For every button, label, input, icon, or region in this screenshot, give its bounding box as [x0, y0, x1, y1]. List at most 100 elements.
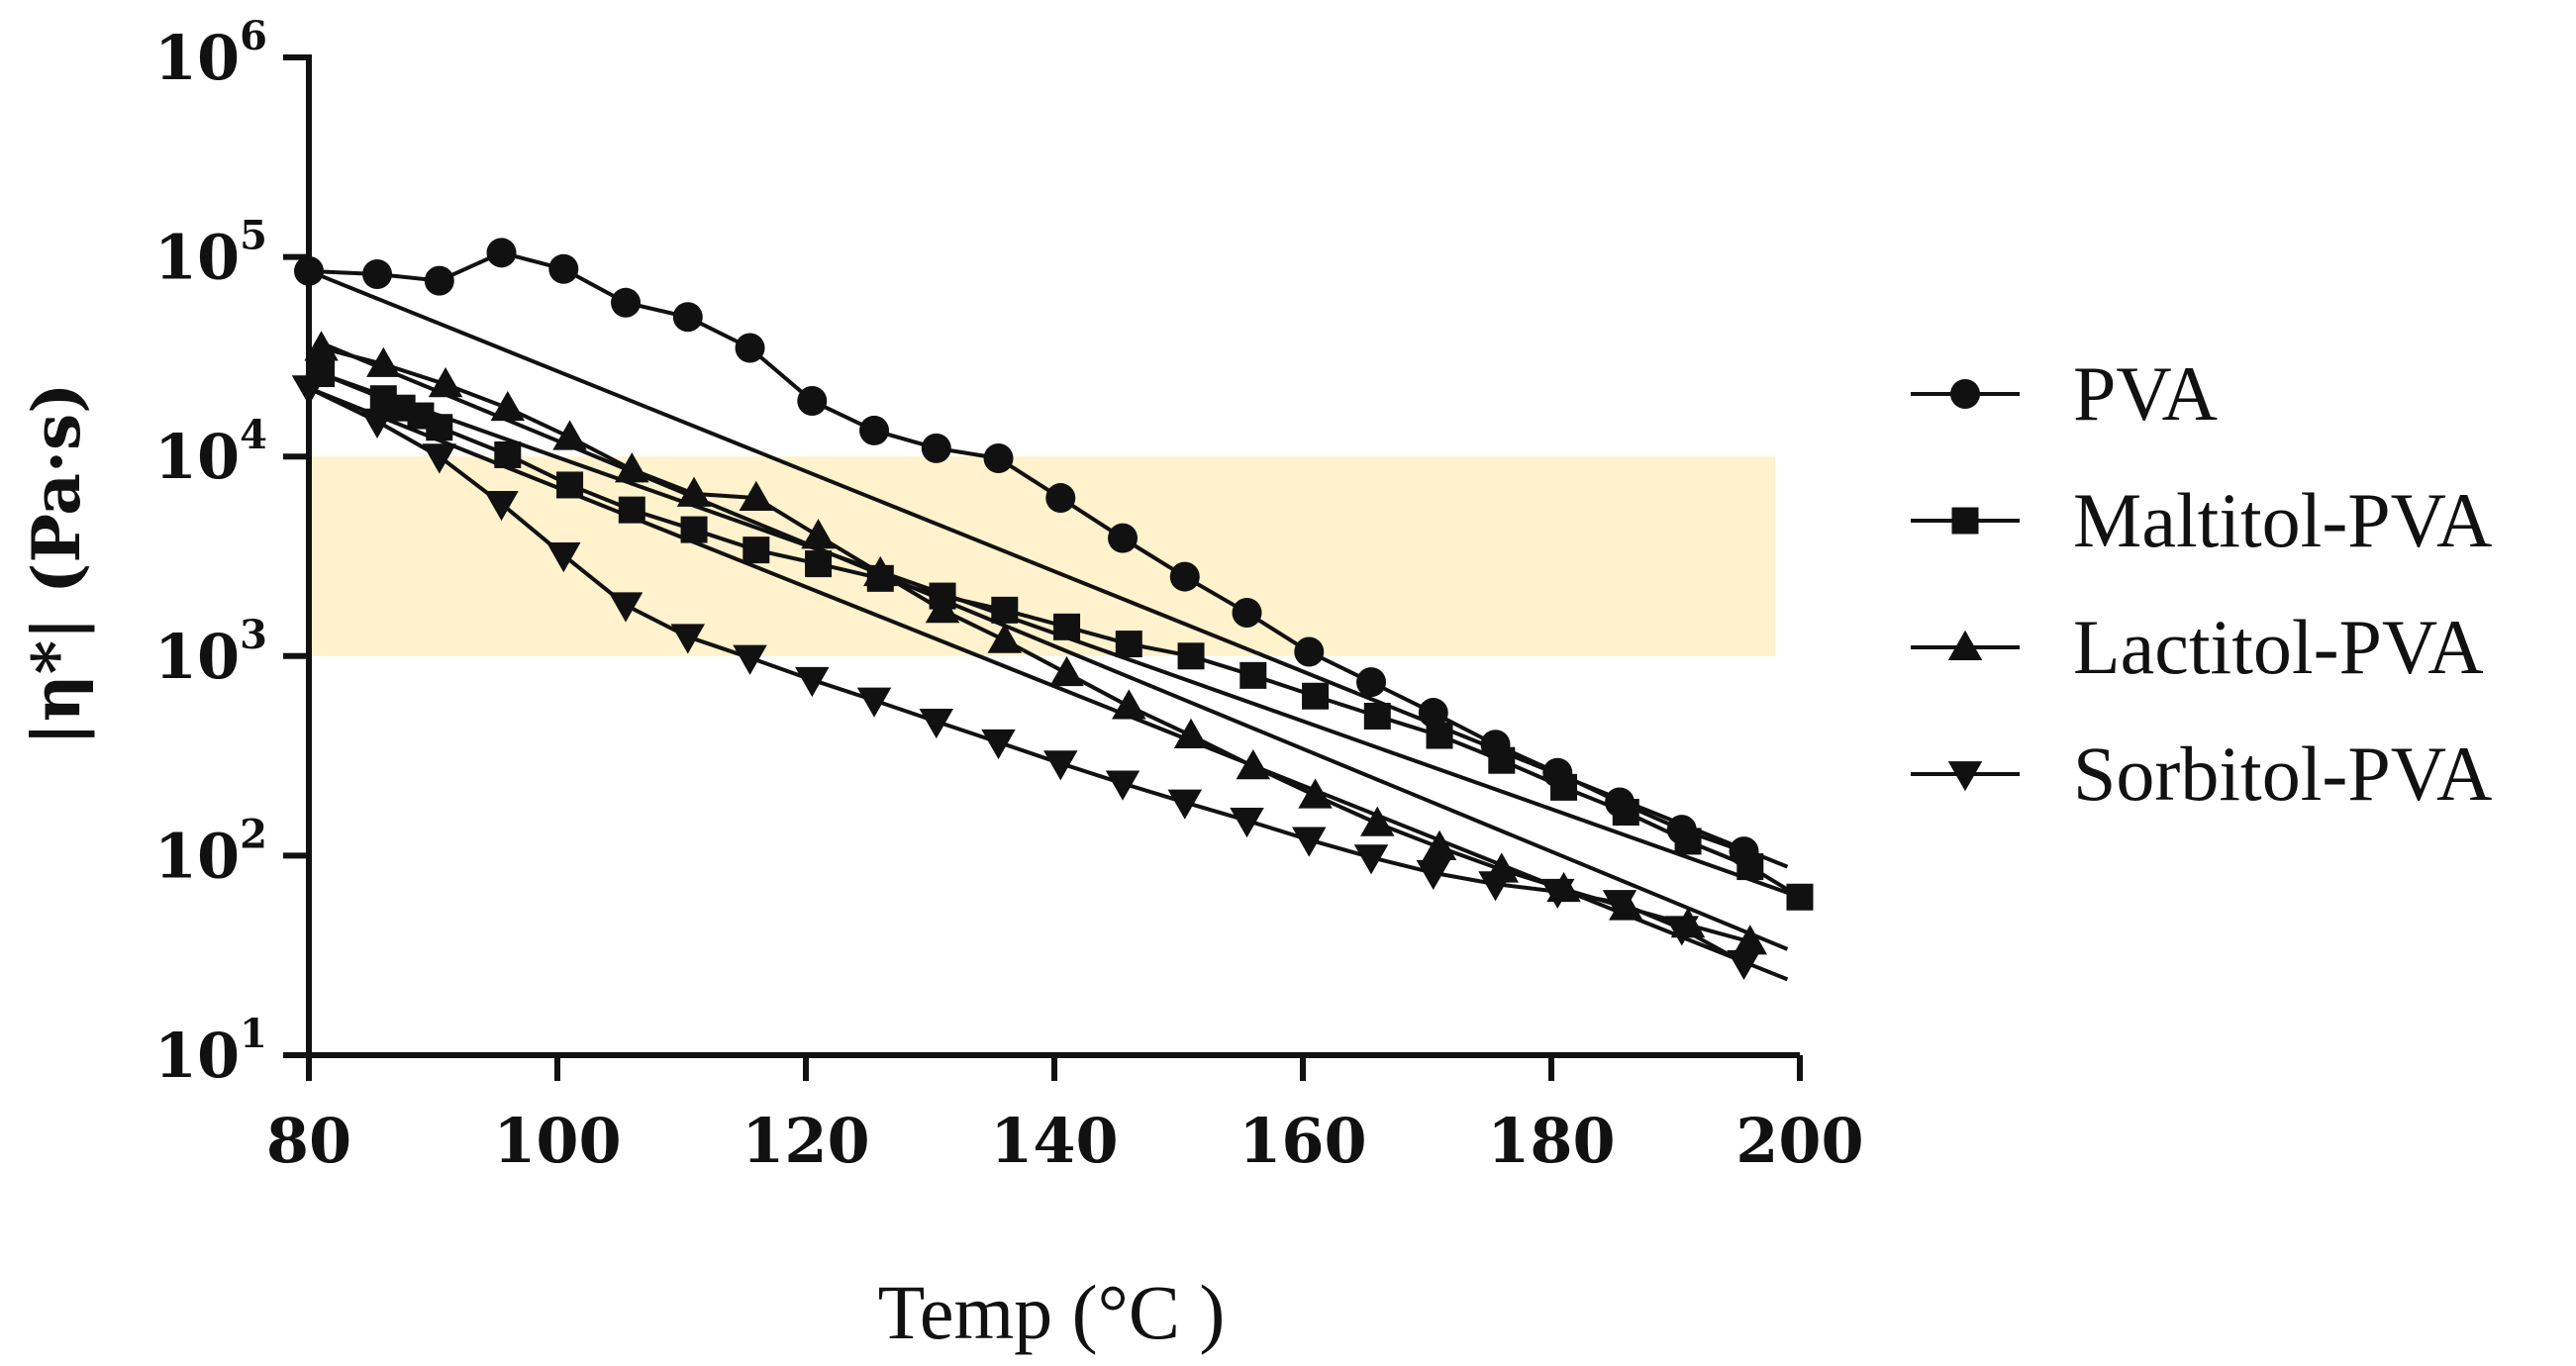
data-point-maltitol-pva — [1239, 661, 1267, 689]
legend-label-sorbitol-pva: Sorbitol-PVA — [2073, 731, 2492, 817]
data-point-pva — [1108, 523, 1139, 553]
data-point-lactitol-pva — [801, 519, 836, 549]
data-point-sorbitol-pva — [484, 490, 519, 522]
legend-label-maltitol-pva: Maltitol-PVA — [2073, 477, 2492, 563]
x-tick-label: 160 — [1238, 1105, 1366, 1177]
data-point-maltitol-pva — [1115, 631, 1142, 658]
data-point-lactitol-pva — [1733, 925, 1768, 955]
data-point-sorbitol-pva — [1664, 916, 1700, 946]
data-point-sorbitol-pva — [981, 729, 1016, 760]
data-point-lactitol-pva — [615, 452, 649, 483]
x-tick-label: 200 — [1735, 1105, 1863, 1177]
data-point-maltitol-pva — [1302, 682, 1330, 710]
data-point-sorbitol-pva — [1602, 890, 1637, 921]
data-point-lactitol-pva — [490, 390, 526, 422]
legend: PVA Maltitol-PVA Lactitol-PVA Sorbitol-PVA — [1911, 350, 2492, 817]
y-tick-group: 101 102 103 104 105 106 — [154, 13, 309, 1092]
x-tick-label: 180 — [1487, 1105, 1615, 1177]
data-point-sorbitol-pva — [1105, 770, 1140, 801]
data-point-sorbitol-pva — [1043, 750, 1078, 781]
data-point-sorbitol-pva — [670, 624, 706, 654]
data-point-maltitol-pva — [991, 596, 1019, 624]
data-point-pva — [362, 258, 393, 289]
data-point-maltitol-pva — [1612, 799, 1639, 827]
data-point-maltitol-pva — [743, 537, 770, 564]
data-point-sorbitol-pva — [1416, 859, 1451, 891]
data-point-lactitol-pva — [552, 420, 587, 450]
data-point-pva — [983, 442, 1014, 473]
y-tick-label: 101 — [154, 1011, 267, 1092]
data-point-pva — [611, 287, 642, 318]
fit-line-sorbitol-pva — [308, 386, 1789, 982]
data-point-lactitol-pva — [1298, 778, 1333, 809]
data-point-sorbitol-pva — [1353, 844, 1389, 875]
legend-item-maltitol-pva: Maltitol-PVA — [1911, 477, 2492, 563]
legend-marker-pva — [1950, 379, 1980, 409]
data-point-maltitol-pva — [1488, 746, 1516, 774]
legend-marker-maltitol-pva — [1951, 507, 1979, 535]
data-point-maltitol-pva — [1053, 613, 1081, 640]
data-point-lactitol-pva — [987, 623, 1023, 653]
target-viscosity-band-layer — [309, 456, 1775, 656]
legend-item-sorbitol-pva: Sorbitol-PVA — [1911, 731, 2492, 817]
data-point-lactitol-pva — [925, 593, 960, 624]
series-sorbitol-pva — [291, 375, 1789, 982]
data-point-pva — [672, 302, 703, 333]
data-point-lactitol-pva — [1360, 806, 1395, 836]
data-point-pva — [548, 253, 579, 284]
data-point-pva — [859, 415, 890, 445]
x-tick-group: 80 100 120 140 160 180 200 — [266, 1055, 1864, 1177]
x-tick-label: 100 — [493, 1105, 621, 1177]
data-point-lactitol-pva — [1173, 718, 1209, 748]
data-point-pva — [921, 433, 951, 463]
data-point-maltitol-pva — [1550, 773, 1578, 801]
data-point-sorbitol-pva — [1540, 878, 1575, 910]
data-point-pva — [1045, 483, 1076, 514]
data-point-sorbitol-pva — [1727, 949, 1761, 981]
data-point-sorbitol-pva — [1478, 871, 1513, 902]
y-tick-label: 103 — [154, 612, 267, 693]
y-tick-label: 102 — [154, 811, 267, 892]
x-tick-label: 80 — [266, 1105, 351, 1177]
legend-marker-sorbitol-pva — [1947, 761, 1983, 792]
data-point-lactitol-pva — [1049, 655, 1084, 687]
data-point-pva — [486, 238, 517, 268]
data-point-lactitol-pva — [676, 476, 712, 507]
data-point-pva — [735, 333, 765, 363]
x-axis-title: Temp (°C ) — [878, 1269, 1226, 1355]
data-point-pva — [797, 386, 828, 417]
series-maltitol-pva — [308, 360, 1814, 911]
data-point-lactitol-pva — [428, 367, 463, 398]
data-point-sorbitol-pva — [608, 592, 644, 623]
y-axis-title: |η*| (Pa·s) — [18, 383, 95, 746]
data-point-lactitol-pva — [304, 331, 339, 361]
data-point-lactitol-pva — [863, 555, 898, 587]
data-point-pva — [1356, 667, 1387, 698]
target-viscosity-band — [309, 456, 1775, 656]
legend-label-lactitol-pva: Lactitol-PVA — [2073, 604, 2484, 690]
data-point-pva — [424, 265, 454, 296]
x-tick-label: 140 — [990, 1105, 1118, 1177]
legend-marker-lactitol-pva — [1947, 630, 1983, 660]
data-point-lactitol-pva — [366, 346, 401, 377]
data-point-sorbitol-pva — [733, 644, 767, 675]
y-tick-label: 104 — [154, 412, 267, 493]
data-point-sorbitol-pva — [795, 666, 830, 698]
data-point-maltitol-pva — [1786, 883, 1814, 911]
legend-item-pva: PVA — [1911, 350, 2218, 437]
legend-item-lactitol-pva: Lactitol-PVA — [1911, 604, 2484, 690]
data-point-sorbitol-pva — [546, 542, 581, 573]
data-point-pva — [1169, 561, 1200, 592]
data-point-maltitol-pva — [805, 550, 833, 578]
data-point-pva — [1294, 636, 1325, 667]
data-point-sorbitol-pva — [359, 408, 395, 439]
x-tick-label: 120 — [742, 1105, 869, 1177]
data-point-maltitol-pva — [1363, 702, 1391, 730]
data-point-sorbitol-pva — [422, 443, 457, 474]
legend-label-pva: PVA — [2073, 350, 2218, 437]
y-tick-label: 105 — [154, 213, 267, 294]
data-point-sorbitol-pva — [1230, 807, 1264, 838]
series-layer — [291, 238, 1814, 982]
data-point-lactitol-pva — [1422, 829, 1457, 860]
